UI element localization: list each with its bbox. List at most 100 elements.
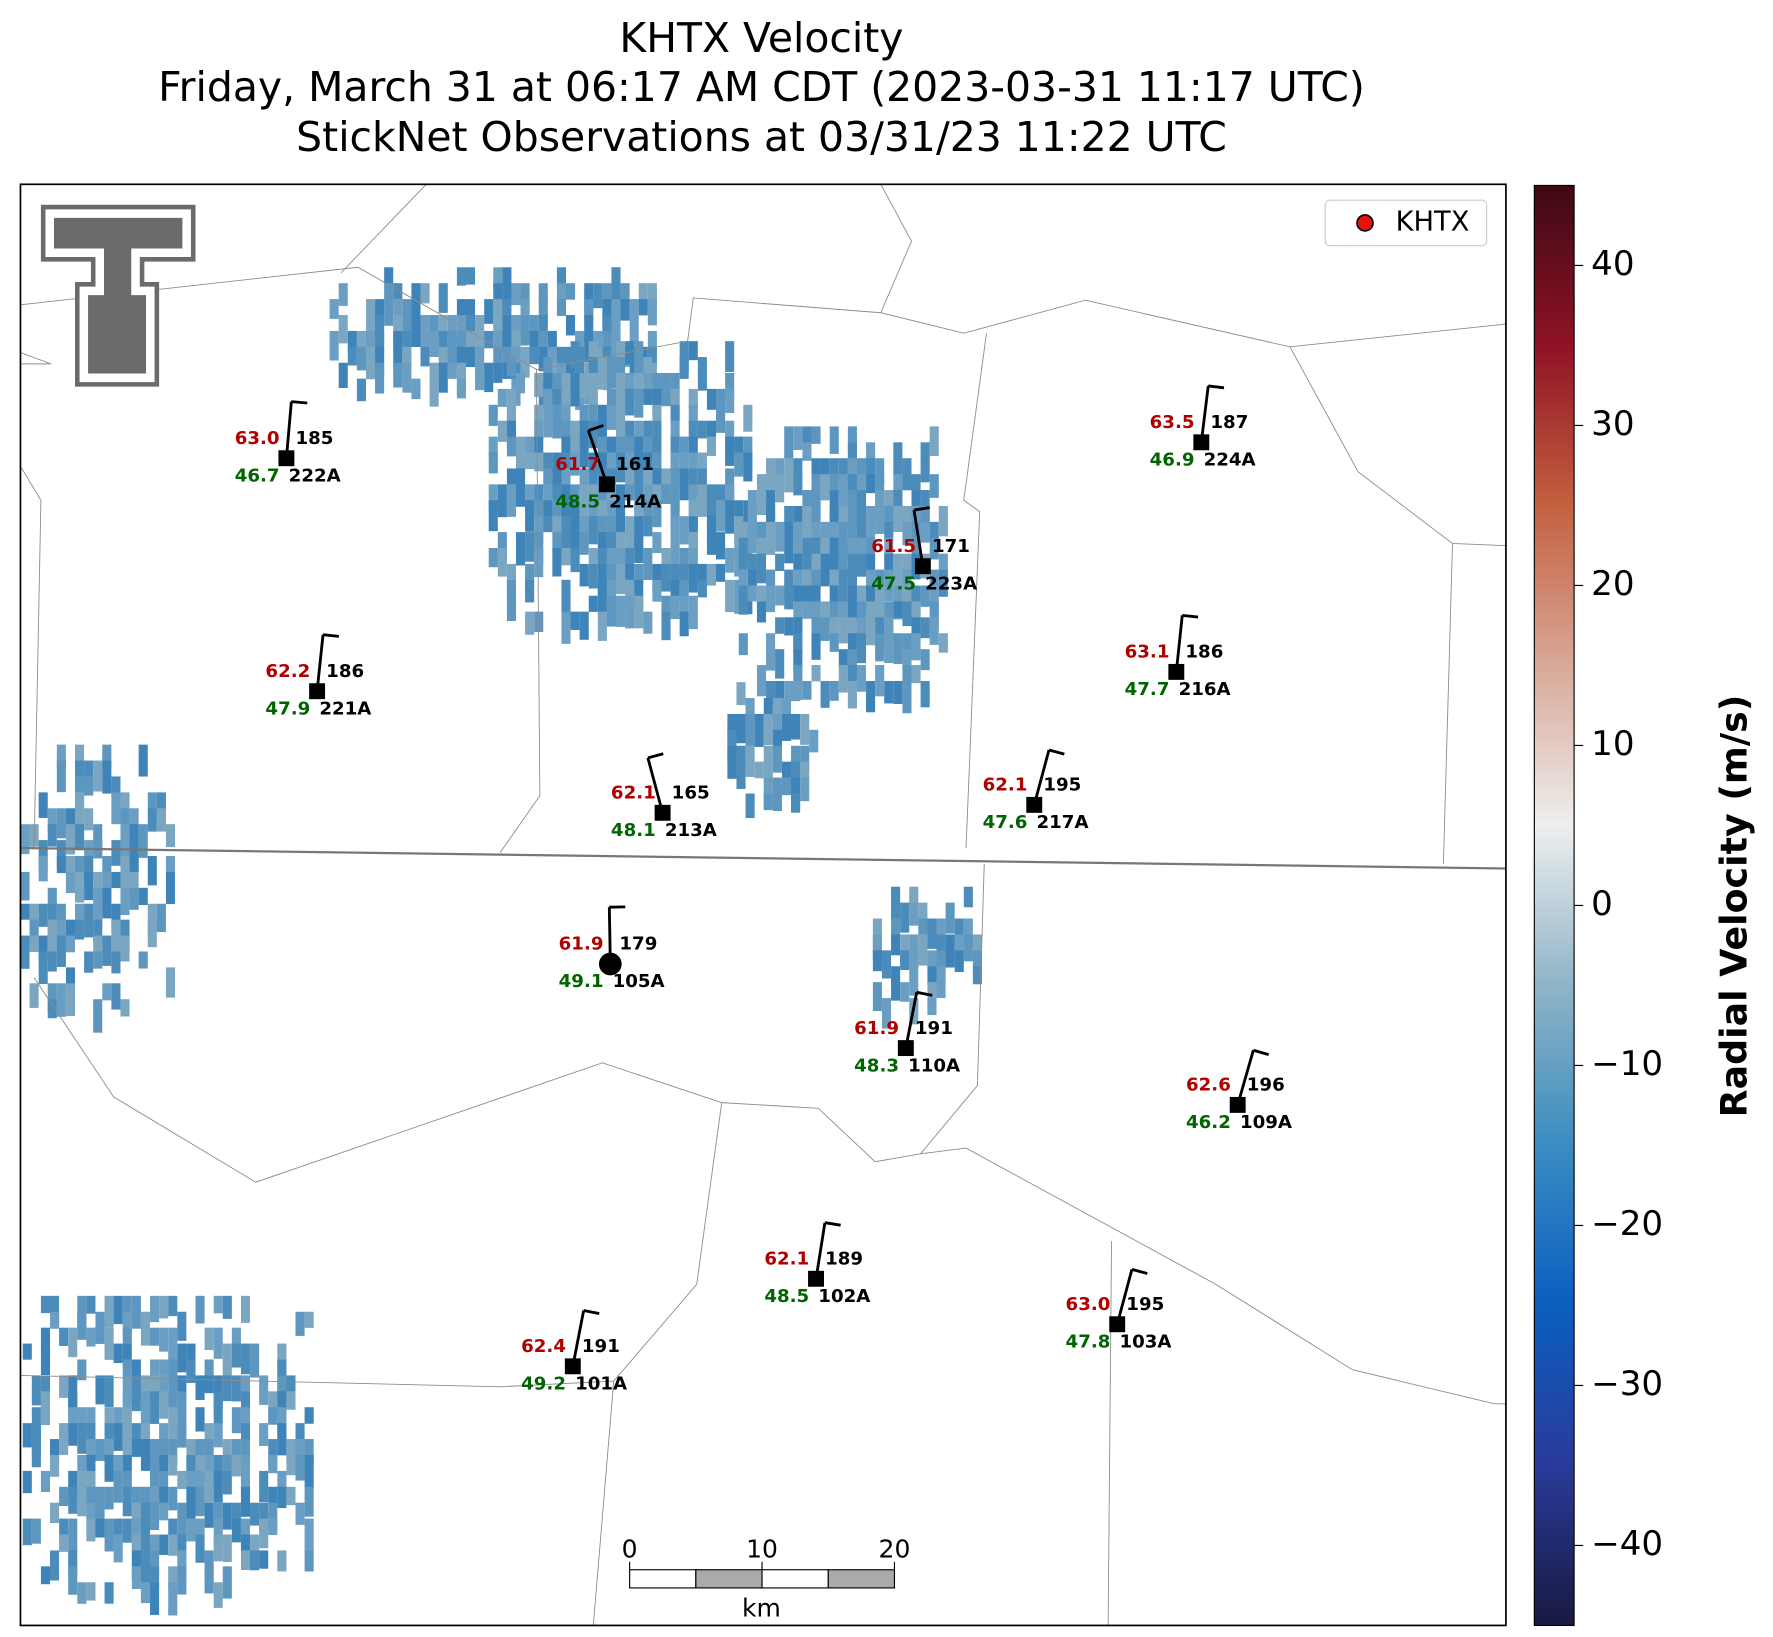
echo-cell xyxy=(725,341,735,372)
echo-cell xyxy=(277,1343,287,1370)
echo-cell xyxy=(129,887,139,910)
echo-cell xyxy=(250,1550,260,1571)
echo-cell xyxy=(147,792,157,811)
echo-cell xyxy=(168,1295,178,1317)
echo-cell xyxy=(679,468,689,501)
echo-cell xyxy=(168,1391,178,1412)
echo-cell xyxy=(602,330,612,350)
echo-cell xyxy=(250,1502,260,1526)
echo-cell xyxy=(570,372,580,407)
echo-cell xyxy=(138,887,148,905)
echo-cell xyxy=(811,633,821,660)
echo-cell xyxy=(829,569,839,588)
echo-cell xyxy=(902,569,912,589)
echo-cell xyxy=(525,611,535,635)
echo-cell xyxy=(488,436,498,457)
echo-cell xyxy=(547,330,557,358)
echo-cell xyxy=(113,1295,123,1325)
echo-cell xyxy=(111,776,121,798)
echo-cell xyxy=(140,1423,151,1455)
echo-cell xyxy=(802,521,812,539)
echo-cell xyxy=(800,745,810,772)
echo-cell xyxy=(963,934,973,962)
echo-cell xyxy=(231,1454,241,1477)
echo-cell xyxy=(186,1518,196,1542)
echo-cell xyxy=(56,856,66,874)
station-id: 221A xyxy=(319,698,371,719)
echo-cell xyxy=(929,585,939,614)
echo-cell xyxy=(393,315,403,345)
echo-cell xyxy=(429,330,439,357)
echo-cell xyxy=(902,505,912,523)
echo-cell xyxy=(150,1502,160,1531)
dewpoint: 48.5 xyxy=(764,1286,809,1307)
wind-barb-flag xyxy=(1131,1267,1148,1275)
echo-cell xyxy=(56,983,66,1017)
echo-cell xyxy=(616,500,626,534)
wind-barb xyxy=(284,401,293,459)
echo-cell xyxy=(561,404,571,430)
echo-cell xyxy=(670,372,680,404)
echo-cell xyxy=(856,585,867,604)
echo-cell xyxy=(772,698,782,715)
echo-cell xyxy=(506,595,516,622)
echo-cell xyxy=(738,537,748,572)
echo-cell xyxy=(259,1550,269,1569)
echo-cell xyxy=(706,500,717,532)
echo-cell xyxy=(375,346,385,378)
echo-cell xyxy=(634,532,644,563)
dewpoint: 47.7 xyxy=(1125,679,1170,700)
echo-cell xyxy=(447,362,457,379)
echo-cell xyxy=(697,357,707,391)
wind-barb-flag xyxy=(647,752,664,760)
echo-cell xyxy=(515,452,526,480)
echo-cell xyxy=(697,484,707,510)
echo-cell xyxy=(697,563,707,586)
echo-cell xyxy=(811,490,821,517)
dewpoint: 48.5 xyxy=(555,492,600,513)
echo-cell xyxy=(502,283,512,305)
echo-cell xyxy=(625,341,635,365)
echo-cell xyxy=(766,521,776,555)
echo-cell xyxy=(597,611,607,641)
echo-cell xyxy=(86,1295,96,1314)
echo-cell xyxy=(122,1359,132,1378)
echo-cell xyxy=(506,436,516,457)
echo-cell xyxy=(475,362,485,391)
echo-cell xyxy=(652,372,662,395)
wind-direction: 171 xyxy=(932,536,970,557)
echo-cell xyxy=(268,1502,278,1532)
echo-cell xyxy=(29,983,39,1008)
echo-cell xyxy=(784,537,794,564)
echo-cell xyxy=(866,474,876,494)
echo-cell xyxy=(927,918,937,949)
echo-cell xyxy=(22,1423,32,1448)
echo-cell xyxy=(661,484,671,504)
scale-label: 0 xyxy=(622,1534,638,1563)
echo-cell xyxy=(570,611,580,630)
echo-cell xyxy=(556,299,566,316)
echo-cell xyxy=(602,315,612,339)
echo-cell xyxy=(670,500,680,524)
wind-direction: 179 xyxy=(619,934,657,955)
echo-cell xyxy=(616,563,626,595)
echo-cell xyxy=(213,1327,223,1359)
wind-direction: 186 xyxy=(326,661,364,682)
echo-cell xyxy=(59,1518,69,1539)
echo-cell xyxy=(661,611,671,641)
echo-cell xyxy=(375,330,385,354)
echo-cell xyxy=(679,563,689,586)
echo-cell xyxy=(213,1534,223,1562)
echo-cell xyxy=(140,1391,151,1417)
echo-cell xyxy=(65,824,76,855)
echo-cell xyxy=(204,1566,214,1594)
echo-cell xyxy=(570,532,580,560)
echo-cell xyxy=(31,1518,41,1544)
echo-cell xyxy=(77,1407,87,1429)
echo-cell xyxy=(150,1582,160,1615)
echo-cell xyxy=(561,452,571,469)
echo-cell xyxy=(606,548,617,572)
echo-cell xyxy=(240,1439,251,1467)
echo-cell xyxy=(113,1343,123,1364)
wind-barb-flag xyxy=(916,990,933,997)
